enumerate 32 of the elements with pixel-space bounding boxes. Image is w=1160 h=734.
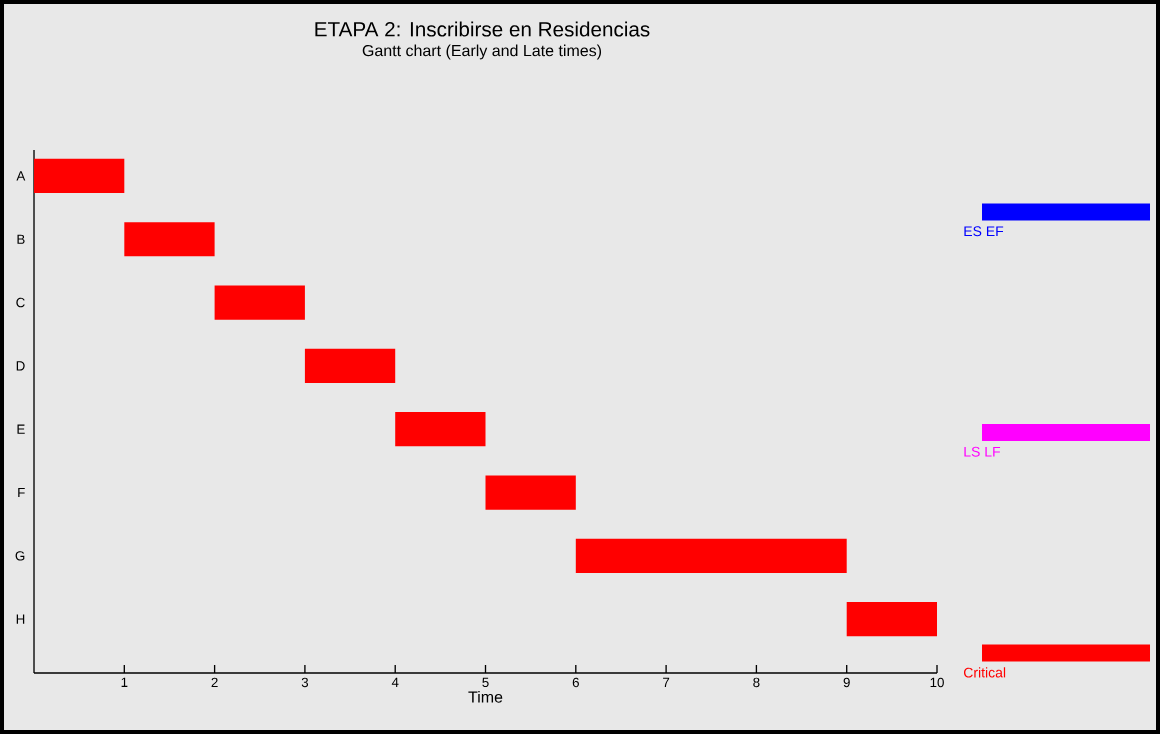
bar [485,475,576,510]
bar [34,158,125,194]
y-tick-label: D [16,361,25,371]
chart-subtitle: Gantt chart (Early and Late times) [362,44,602,60]
legend-label: LS LF [964,446,1001,457]
y-tick-label: C [16,297,25,308]
bar [214,285,305,320]
y-tick-label: A [16,171,26,181]
x-tick-label: 6 [572,677,579,688]
y-tick-label: H [16,614,25,624]
y-tick-label: B [17,234,25,244]
x-tick-label: 8 [753,677,760,688]
bar [124,222,215,257]
x-tick-label: 2 [211,677,218,688]
text: Critical [963,667,1006,678]
x-tick-label: 7 [663,677,670,687]
x-tick-label: 9 [843,677,850,688]
y-tick-label: E [17,424,25,434]
x-tick-label: 1 [121,677,128,687]
bar [395,412,486,447]
y-tick-label: G [15,551,25,561]
bar [846,602,938,637]
bar [304,348,396,383]
bar [575,538,847,573]
y-tick-label: F [18,487,25,498]
chart-title: ETAPA 2: Inscribirse en Residencias [315,21,650,37]
x-tick-label: 10 [930,677,944,688]
x-tick-label: 3 [301,677,309,688]
x-axis-title: Time [468,690,503,703]
x-tick-label: 4 [391,677,399,687]
x-tick-label: 5 [482,677,489,687]
legend-label: ES EF [964,226,1004,237]
